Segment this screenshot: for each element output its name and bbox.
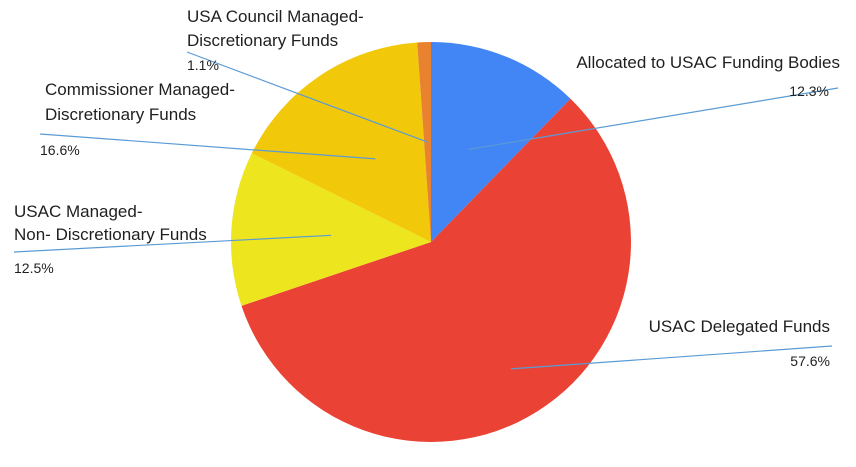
slice-label-allocated-usac-funding-bodies: Allocated to USAC Funding Bodies [576,53,840,72]
slice-label-usac-delegated-funds: USAC Delegated Funds [648,317,830,336]
pie-slice-allocated-usac-funding-bodies [431,42,571,242]
slice-label-commissioner-managed-line-1: Commissioner Managed- [45,80,235,99]
slice-value-usac-managed-non-discretionary: 12.5% [14,260,54,276]
leader-line-usa-council-managed [186,51,428,143]
leader-line-usac-managed-non-discretionary [13,234,332,253]
leader-line-commissioner-managed [39,133,376,160]
leader-line-usac-delegated-funds [510,345,833,370]
slice-label-usac-managed-line-1: USAC Managed- [14,202,143,221]
slice-label-usa-council-managed-line-2: Discretionary Funds [187,31,339,50]
pie-slice-usac-managed-non-discretionary [231,153,431,306]
pie-slice-usa-council-managed [417,42,431,242]
pie-slice-commissioner-managed [251,42,431,243]
slice-value-allocated-usac-funding-bodies: 12.3% [789,83,829,99]
slice-value-usa-council-managed: 1.1% [187,57,219,73]
slice-value-commissioner-managed: 16.6% [40,142,80,158]
slice-value-usac-delegated-funds: 57.6% [790,353,830,369]
slice-label-usa-council-managed-line-1: USA Council Managed- [187,7,364,26]
slice-label-usac-managed-line-2: Non- Discretionary Funds [14,225,207,244]
slice-label-commissioner-managed-line-2: Discretionary Funds [45,105,197,124]
pie-slice-usac-delegated-funds [241,98,631,442]
leader-line-allocated-usac-funding-bodies [468,87,839,150]
